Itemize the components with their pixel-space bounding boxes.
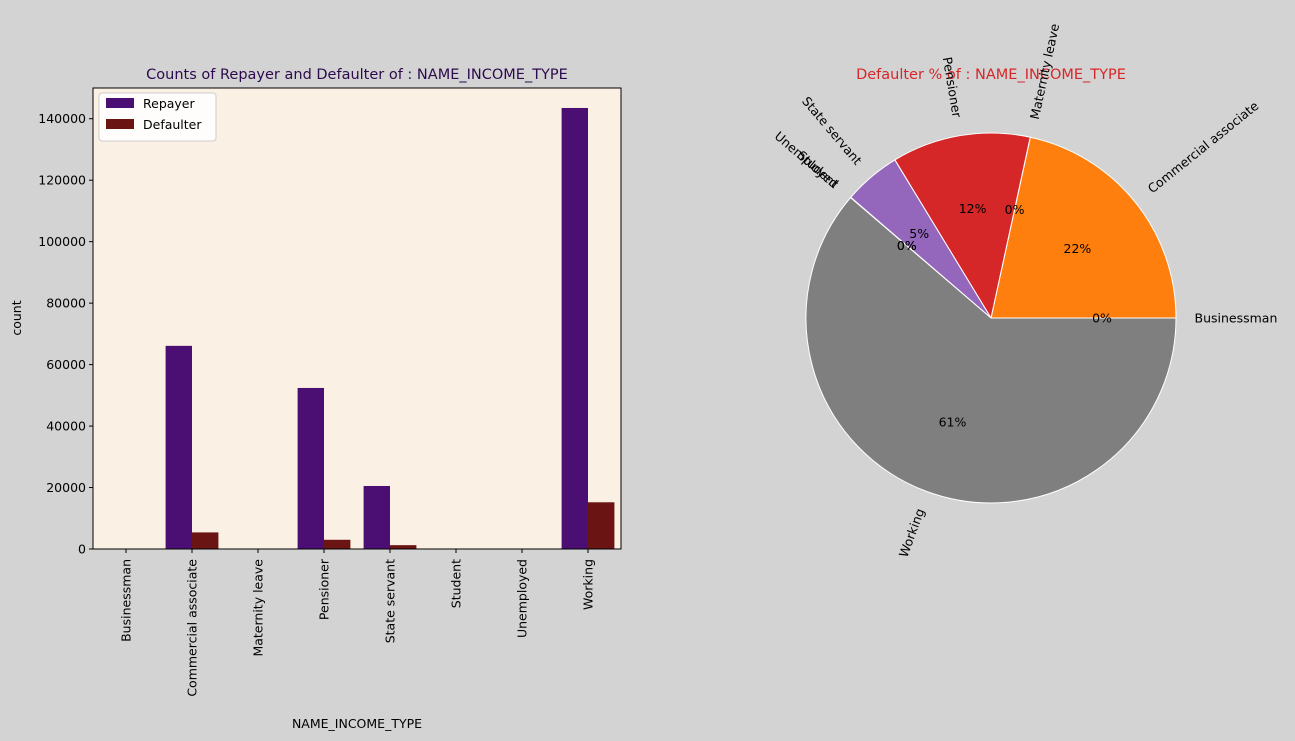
- pie-percent-labels: 0%22%0%12%5%0%0%61%: [897, 201, 1112, 430]
- legend-swatch-repayer: [106, 98, 134, 108]
- bar-chart-title: Counts of Repayer and Defaulter of : NAM…: [146, 67, 568, 83]
- bar-defaulter-commercial-associate: [192, 532, 219, 549]
- legend-label-defaulter: Defaulter: [143, 117, 202, 132]
- pie-chart-title: Defaulter % of : NAME_INCOME_TYPE: [856, 67, 1126, 83]
- pie-slice-commercial-associate: [990, 136, 1177, 319]
- x-tick-label-businessman: Businessman: [119, 559, 134, 642]
- legend-swatch-defaulter: [106, 119, 134, 129]
- bar-repayer-commercial-associate: [165, 345, 192, 549]
- pie-pct-maternity-leave: 0%: [1005, 202, 1025, 217]
- pie-pct-businessman: 0%: [1092, 311, 1112, 326]
- bar-x-axis-label: NAME_INCOME_TYPE: [292, 716, 422, 731]
- bar-repayer-state-servant: [363, 485, 390, 549]
- bar-chart: Counts of Repayer and Defaulter of : NAM…: [9, 67, 622, 731]
- pie-pct-commercial-associate: 22%: [1064, 241, 1092, 256]
- legend-label-repayer: Repayer: [143, 96, 195, 111]
- y-tick-label: 100000: [38, 234, 86, 249]
- y-tick-label: 140000: [38, 111, 86, 126]
- bar-defaulter-state-servant: [390, 545, 417, 549]
- x-tick-label-state-servant: State servant: [383, 559, 398, 643]
- pie-pct-state-servant: 5%: [909, 226, 929, 241]
- y-tick-label: 80000: [46, 296, 86, 311]
- y-tick-label: 120000: [38, 173, 86, 188]
- pie-pct-unemployed: 0%: [897, 238, 917, 253]
- x-tick-label-unemployed: Unemployed: [515, 559, 530, 638]
- bar-bars: [99, 107, 615, 549]
- pie-pct-student: 0%: [897, 238, 917, 253]
- y-tick-label: 0: [78, 542, 86, 557]
- x-tick-label-working: Working: [581, 559, 596, 610]
- pie-pct-pensioner: 12%: [959, 201, 987, 216]
- bar-defaulter-pensioner: [324, 539, 351, 549]
- pie-slice-working: [805, 196, 1177, 504]
- pie-label-businessman: Businessman: [1195, 311, 1278, 326]
- bar-repayer-working: [561, 107, 588, 549]
- pie-slices: [805, 132, 1177, 504]
- x-tick-label-student: Student: [449, 559, 464, 608]
- x-tick-label-maternity-leave: Maternity leave: [251, 559, 266, 657]
- bar-y-axis-label: count: [9, 300, 24, 335]
- pie-slice-pensioner: [894, 132, 1031, 320]
- bar-repayer-pensioner: [297, 387, 324, 549]
- bar-defaulter-working: [588, 502, 615, 549]
- bar-y-ticks: 0 20000 40000 60000 80000 100000 120000 140000: [38, 111, 93, 557]
- y-tick-label: 60000: [46, 357, 86, 372]
- y-tick-label: 20000: [46, 480, 86, 495]
- x-tick-label-commercial-associate: Commercial associate: [185, 559, 200, 697]
- bar-legend: Repayer Defaulter: [98, 92, 217, 142]
- pie-pct-working: 61%: [939, 415, 967, 430]
- bar-plot-frame: [92, 87, 622, 550]
- bar-x-ticks: Businessman Commercial associate Maternity…: [119, 549, 596, 697]
- x-tick-label-pensioner: Pensioner: [317, 558, 332, 620]
- y-tick-label: 40000: [46, 419, 86, 434]
